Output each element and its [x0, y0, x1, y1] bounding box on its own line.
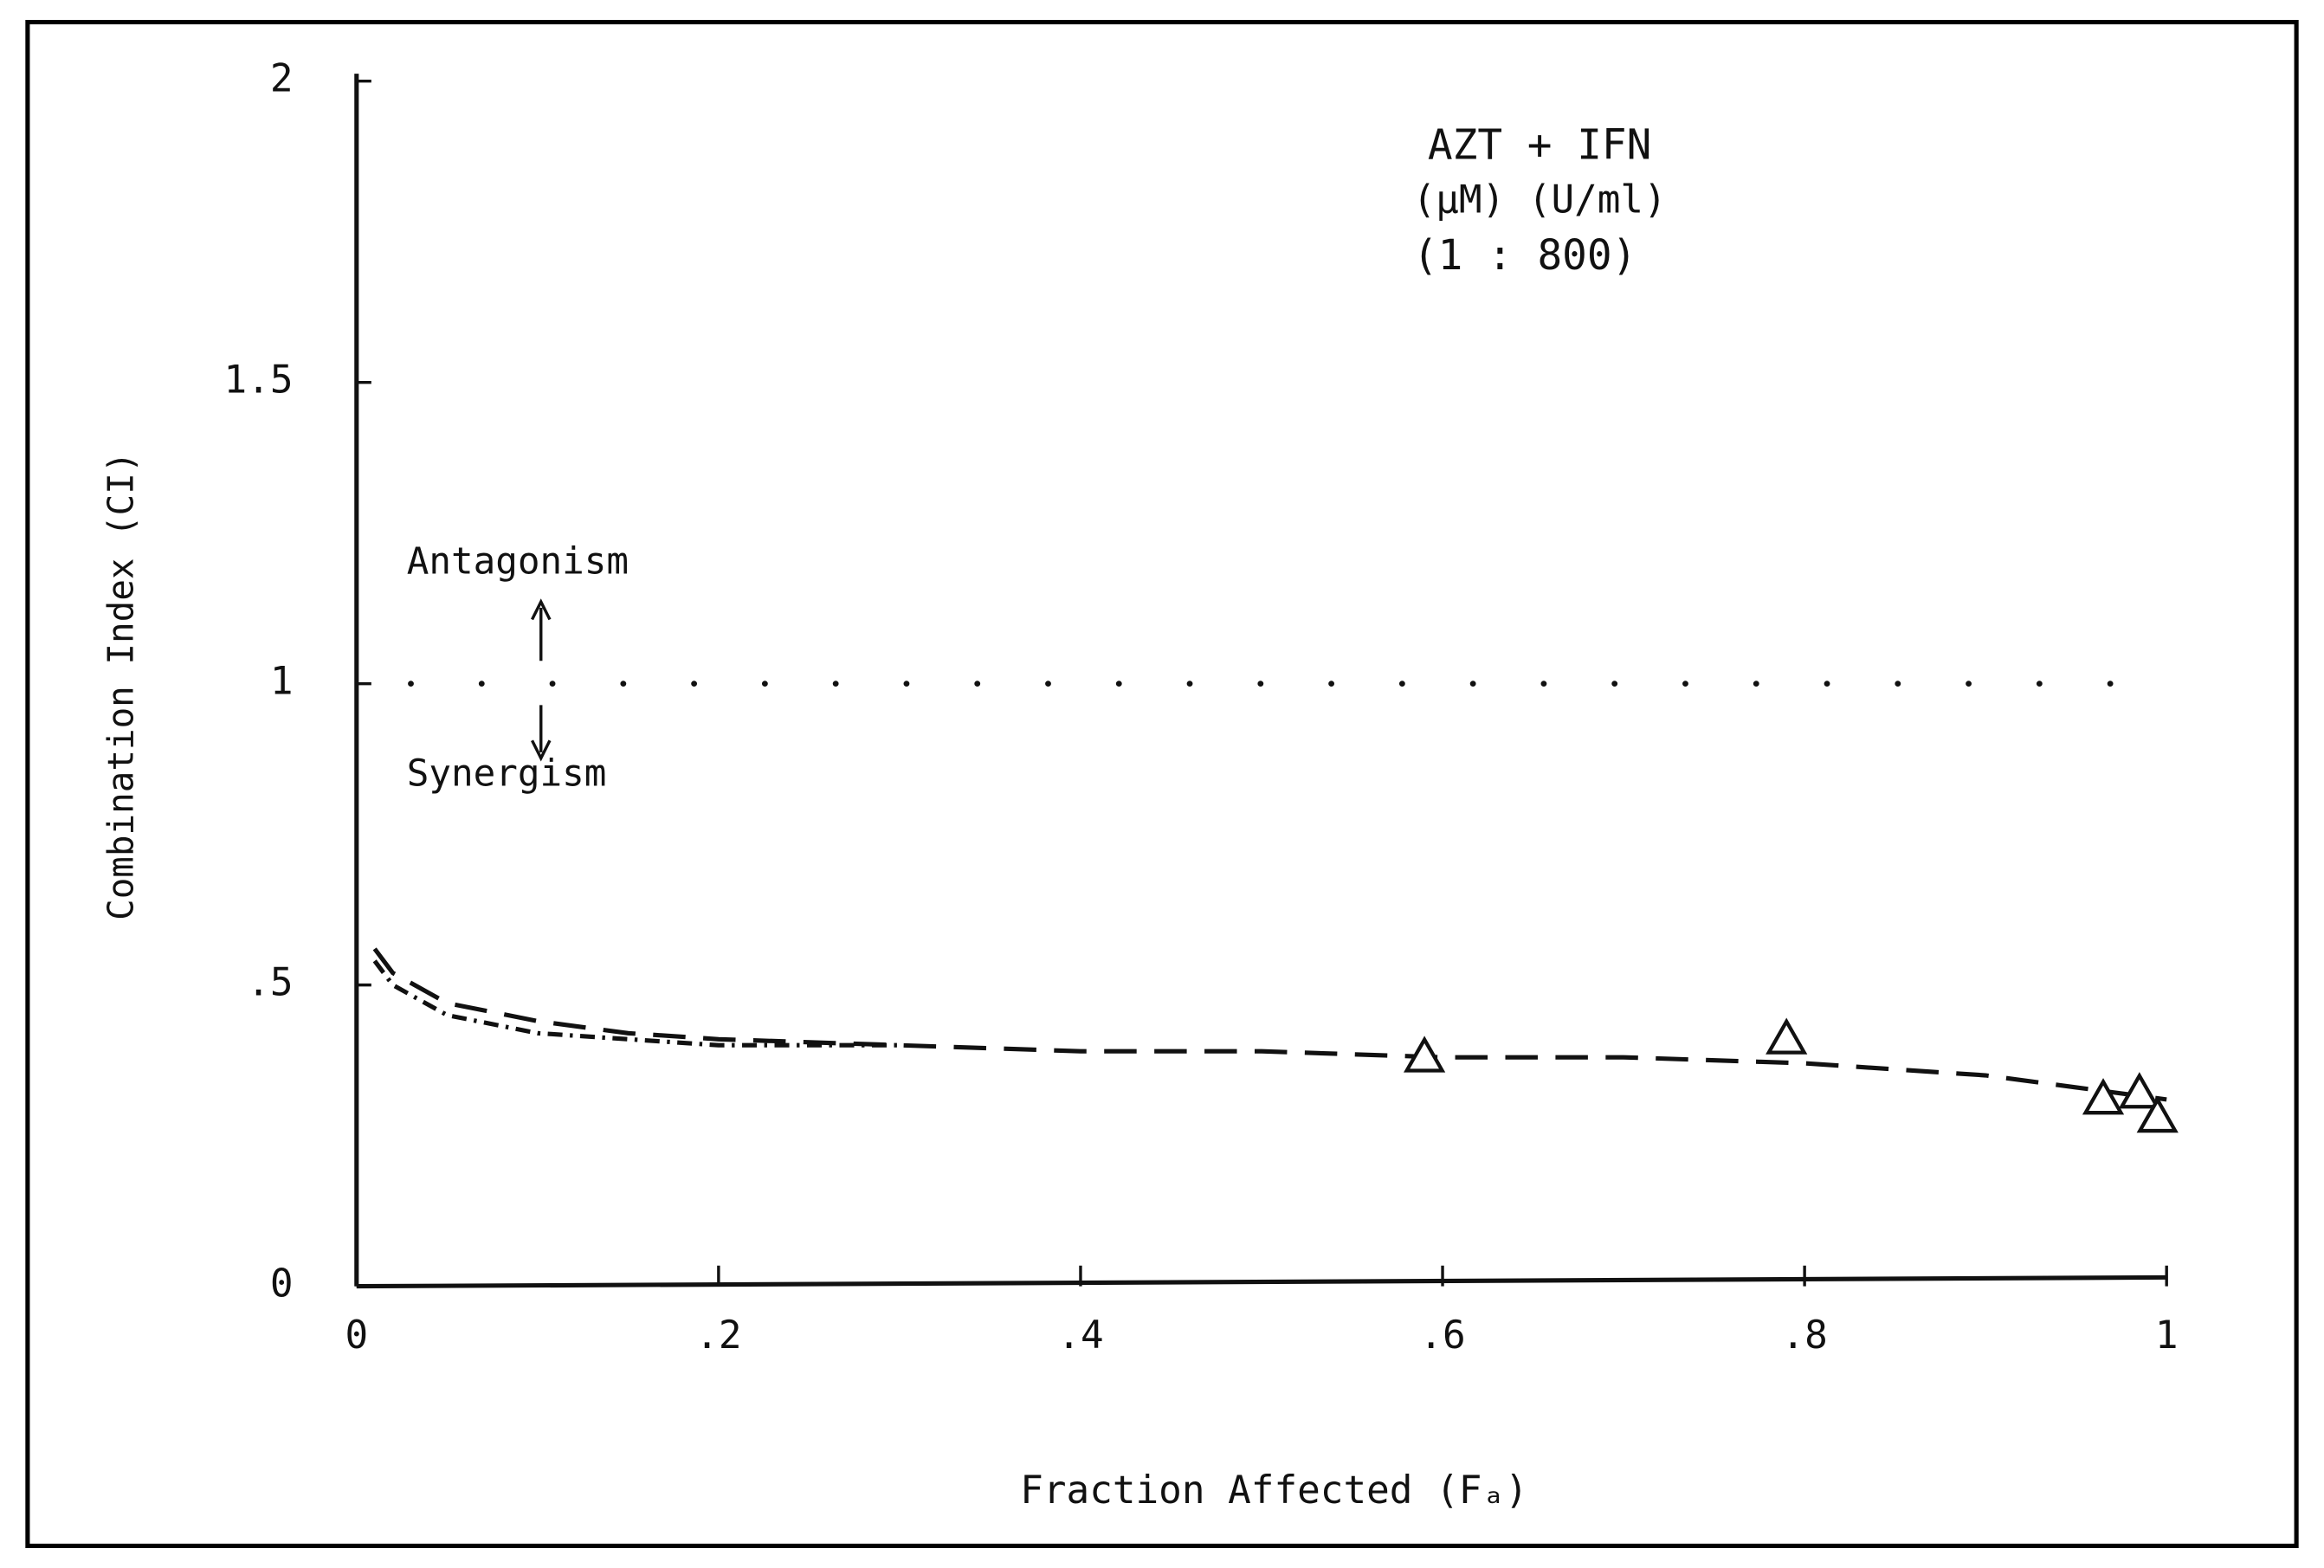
data-point: [1404, 1036, 1446, 1073]
annotation: (µM) (U/ml): [1413, 177, 1667, 222]
arrow-head: [531, 739, 552, 762]
x-tick-label: .4: [1057, 1313, 1103, 1358]
curve: [372, 959, 900, 1048]
x-axis: [356, 1274, 2167, 1289]
y-axis-label: Combination Index (CI): [100, 452, 142, 920]
curve: [372, 947, 2167, 1102]
annotation: AZT + IFN: [1428, 121, 1651, 169]
annotation: Antagonism: [407, 539, 629, 583]
frame: [25, 19, 2299, 1549]
y-tick-label: .5: [247, 961, 293, 1005]
data-point: [1766, 1017, 1808, 1055]
y-tick-label: 2: [270, 57, 294, 101]
x-tick-label: 0: [345, 1313, 368, 1358]
annotation: (1 : 800): [1413, 232, 1636, 280]
data-point: [2136, 1095, 2179, 1133]
x-axis-label: Fraction Affected (Fₐ): [1020, 1468, 1528, 1513]
annotation: Synergism: [407, 752, 607, 796]
data-point: [2082, 1078, 2125, 1115]
y-tick-label: 0: [270, 1262, 294, 1307]
x-tick-label: .2: [695, 1313, 741, 1358]
x-tick-label: .8: [1781, 1313, 1827, 1358]
arrow-head: [531, 598, 552, 621]
x-tick-label: .6: [1419, 1313, 1465, 1358]
y-tick-label: 1: [270, 660, 294, 704]
data-point: [2118, 1072, 2160, 1109]
x-tick-label: 1: [2155, 1313, 2179, 1358]
y-tick-label: 1.5: [224, 358, 294, 403]
